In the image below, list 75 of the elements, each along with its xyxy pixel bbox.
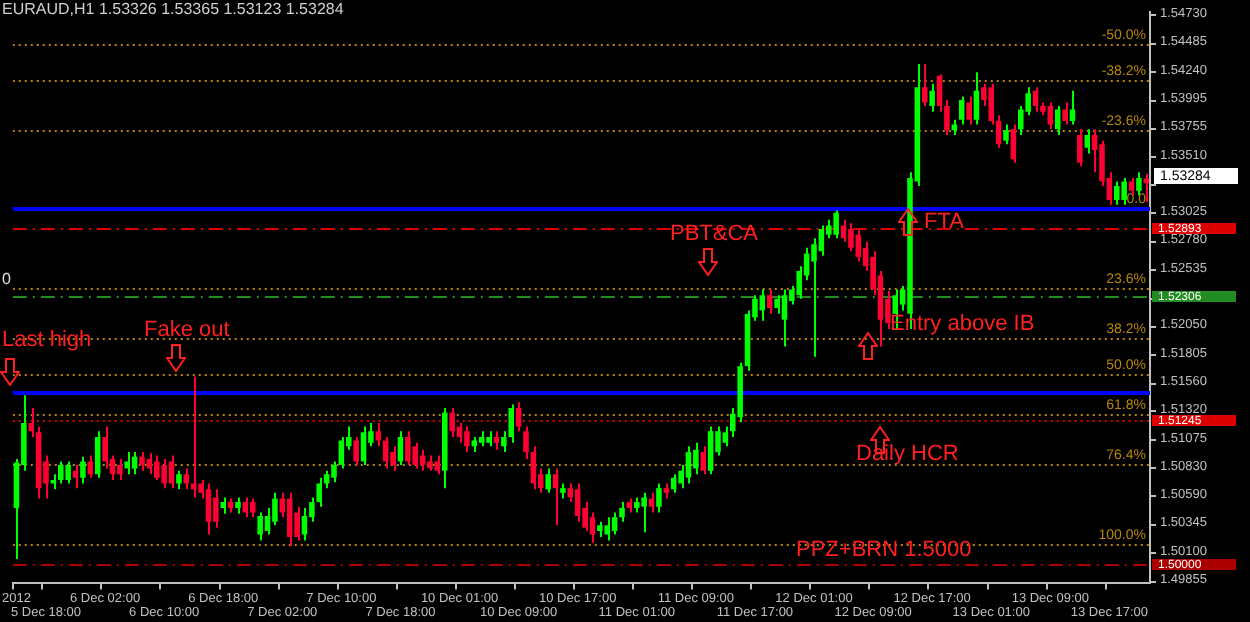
candlestick [1062, 101, 1068, 126]
candlestick [1121, 176, 1127, 206]
candlestick [656, 482, 662, 514]
candlestick [405, 430, 411, 466]
candlestick [1114, 180, 1120, 206]
text: 0 [2, 270, 11, 288]
candlestick [611, 511, 618, 536]
candlestick [781, 288, 788, 348]
candlestick [65, 460, 71, 485]
candlestick [1077, 128, 1083, 168]
candlestick [1054, 104, 1061, 136]
candlestick [87, 454, 94, 479]
candlestick [604, 516, 610, 542]
candlestick [707, 425, 714, 476]
candlestick [848, 222, 854, 253]
candlestick [966, 95, 972, 126]
candlestick [1003, 123, 1009, 146]
candlestick [117, 458, 123, 481]
candlestick [390, 445, 396, 472]
annotation: Fake out [144, 318, 230, 342]
candlestick [700, 445, 706, 476]
candlestick [515, 401, 522, 433]
candlestick [139, 451, 145, 472]
candlestick [449, 406, 455, 439]
candlestick [286, 491, 293, 548]
annotation: FTA [924, 210, 964, 234]
candlestick [124, 451, 130, 476]
candlestick [855, 228, 862, 263]
chart-title: EURAUD,H1 1.53326 1.53365 1.53123 1.53284 [2, 0, 344, 18]
candlestick [94, 430, 101, 479]
candlestick [353, 436, 359, 466]
candlestick [1069, 89, 1076, 126]
candlestick [508, 403, 514, 444]
candlestick [102, 425, 108, 470]
candlestick [1084, 128, 1090, 155]
candlestick [1136, 171, 1142, 197]
candlestick [272, 491, 278, 527]
candlestick [922, 63, 928, 107]
candlestick [360, 425, 367, 466]
candlestick [552, 467, 559, 527]
candlestick [1143, 172, 1150, 203]
candlestick [958, 95, 965, 126]
candlestick [973, 71, 980, 126]
candlestick [434, 454, 441, 476]
candlestick [693, 441, 699, 476]
candlestick [641, 491, 647, 534]
candlestick [811, 237, 817, 358]
candlestick [685, 445, 692, 485]
candlestick [766, 288, 773, 315]
candlestick [242, 496, 249, 519]
candlestick [464, 425, 470, 454]
candlestick [929, 82, 935, 113]
candlestick [168, 454, 175, 490]
candlestick [58, 460, 64, 485]
candlestick [176, 469, 182, 491]
candlestick [213, 488, 219, 529]
candlestick [154, 454, 160, 481]
candlestick [161, 458, 167, 490]
candlestick [80, 455, 86, 485]
annotation: PBT&CA [670, 222, 759, 246]
candlestick [190, 375, 197, 499]
candlestick [257, 511, 263, 542]
candlestick [301, 506, 308, 542]
candlestick [545, 467, 551, 494]
annotation: PPZ+BRN 1.5000 [796, 538, 972, 562]
candlestick [833, 209, 839, 240]
candlestick [72, 463, 79, 490]
candlestick [1010, 123, 1017, 164]
candlestick [250, 497, 256, 519]
candlestick [774, 294, 780, 315]
candlestick [493, 430, 500, 451]
candlestick [205, 482, 212, 536]
annotation: Last high [2, 328, 92, 352]
candlestick [294, 505, 300, 542]
candlestick [574, 482, 581, 523]
